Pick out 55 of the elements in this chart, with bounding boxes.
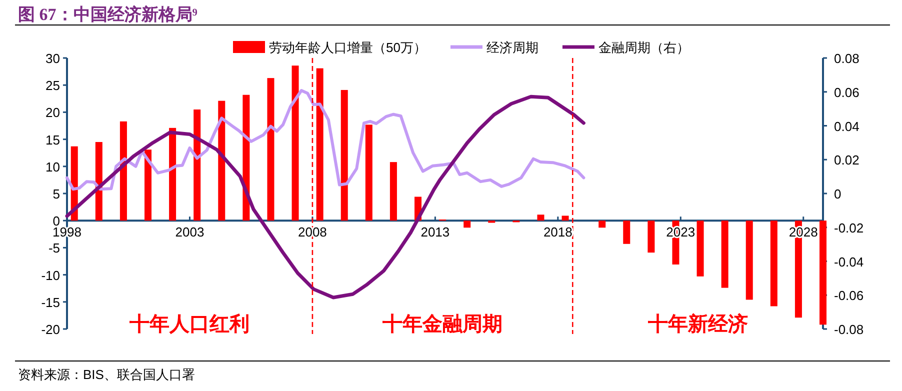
bar — [721, 220, 728, 288]
bar — [365, 124, 372, 221]
y-tick-label: 15 — [46, 132, 60, 148]
bar — [648, 220, 655, 253]
bar — [169, 128, 176, 221]
bar — [267, 78, 274, 221]
y-tick-label: -15 — [41, 294, 60, 310]
y-tick-label: 0 — [52, 214, 60, 229]
y-tick-label: -20 — [41, 322, 60, 337]
annotation: 十年人口红利 — [128, 312, 250, 336]
bar — [120, 121, 127, 221]
y2-tick-label: -0.02 — [834, 220, 864, 236]
bar — [562, 216, 569, 221]
y2-tick-label: 0.02 — [834, 152, 860, 168]
y-tick-label: 10 — [46, 159, 60, 174]
x-tick-label: 2008 — [298, 224, 327, 240]
bar — [194, 109, 201, 221]
text: 资料来源：BIS、联合国人口署 — [18, 367, 195, 382]
bar — [316, 68, 324, 221]
y-tick-label: -5 — [48, 240, 60, 256]
bar — [340, 90, 348, 221]
y2-tick-label: 0.06 — [834, 84, 860, 100]
x-tick-label: 2013 — [420, 224, 450, 240]
bar — [292, 66, 299, 221]
bar — [598, 220, 606, 228]
y2-tick-label: -0.08 — [834, 322, 864, 337]
bar — [746, 220, 753, 300]
y2-tick-label: 0 — [834, 186, 842, 202]
bar — [218, 100, 226, 221]
bar — [464, 220, 471, 228]
y-tick-label: 30 — [46, 51, 60, 66]
y-tick-label: 20 — [46, 105, 60, 120]
y2-tick-label: -0.06 — [834, 288, 864, 304]
legend-label: 金融周期（右） — [598, 40, 690, 55]
annotation: 十年新经济 — [646, 312, 748, 336]
bar — [820, 220, 826, 325]
y-tick-label: 25 — [46, 78, 60, 94]
bar — [696, 220, 704, 276]
y2-tick-label: 0.08 — [834, 51, 860, 66]
bar — [770, 220, 778, 306]
bar — [623, 220, 630, 244]
bar — [537, 214, 544, 221]
legend-label: 经济周期 — [486, 40, 538, 55]
y-tick-label: 5 — [52, 186, 60, 202]
y2-tick-label: 0.04 — [834, 118, 860, 134]
y2-tick-label: -0.04 — [834, 254, 864, 270]
annotation: 十年金融周期 — [382, 314, 503, 336]
chart-title: 图 67：中国经济新格局⁹ — [18, 5, 198, 24]
bar — [390, 162, 397, 221]
legend-label: 劳动年龄人口增量（50万） — [269, 40, 426, 55]
x-tick-label: 2003 — [175, 224, 204, 240]
bar — [144, 150, 152, 221]
x-tick-label: 2018 — [543, 224, 572, 240]
y-tick-label: -10 — [41, 268, 60, 283]
bar — [95, 142, 102, 221]
